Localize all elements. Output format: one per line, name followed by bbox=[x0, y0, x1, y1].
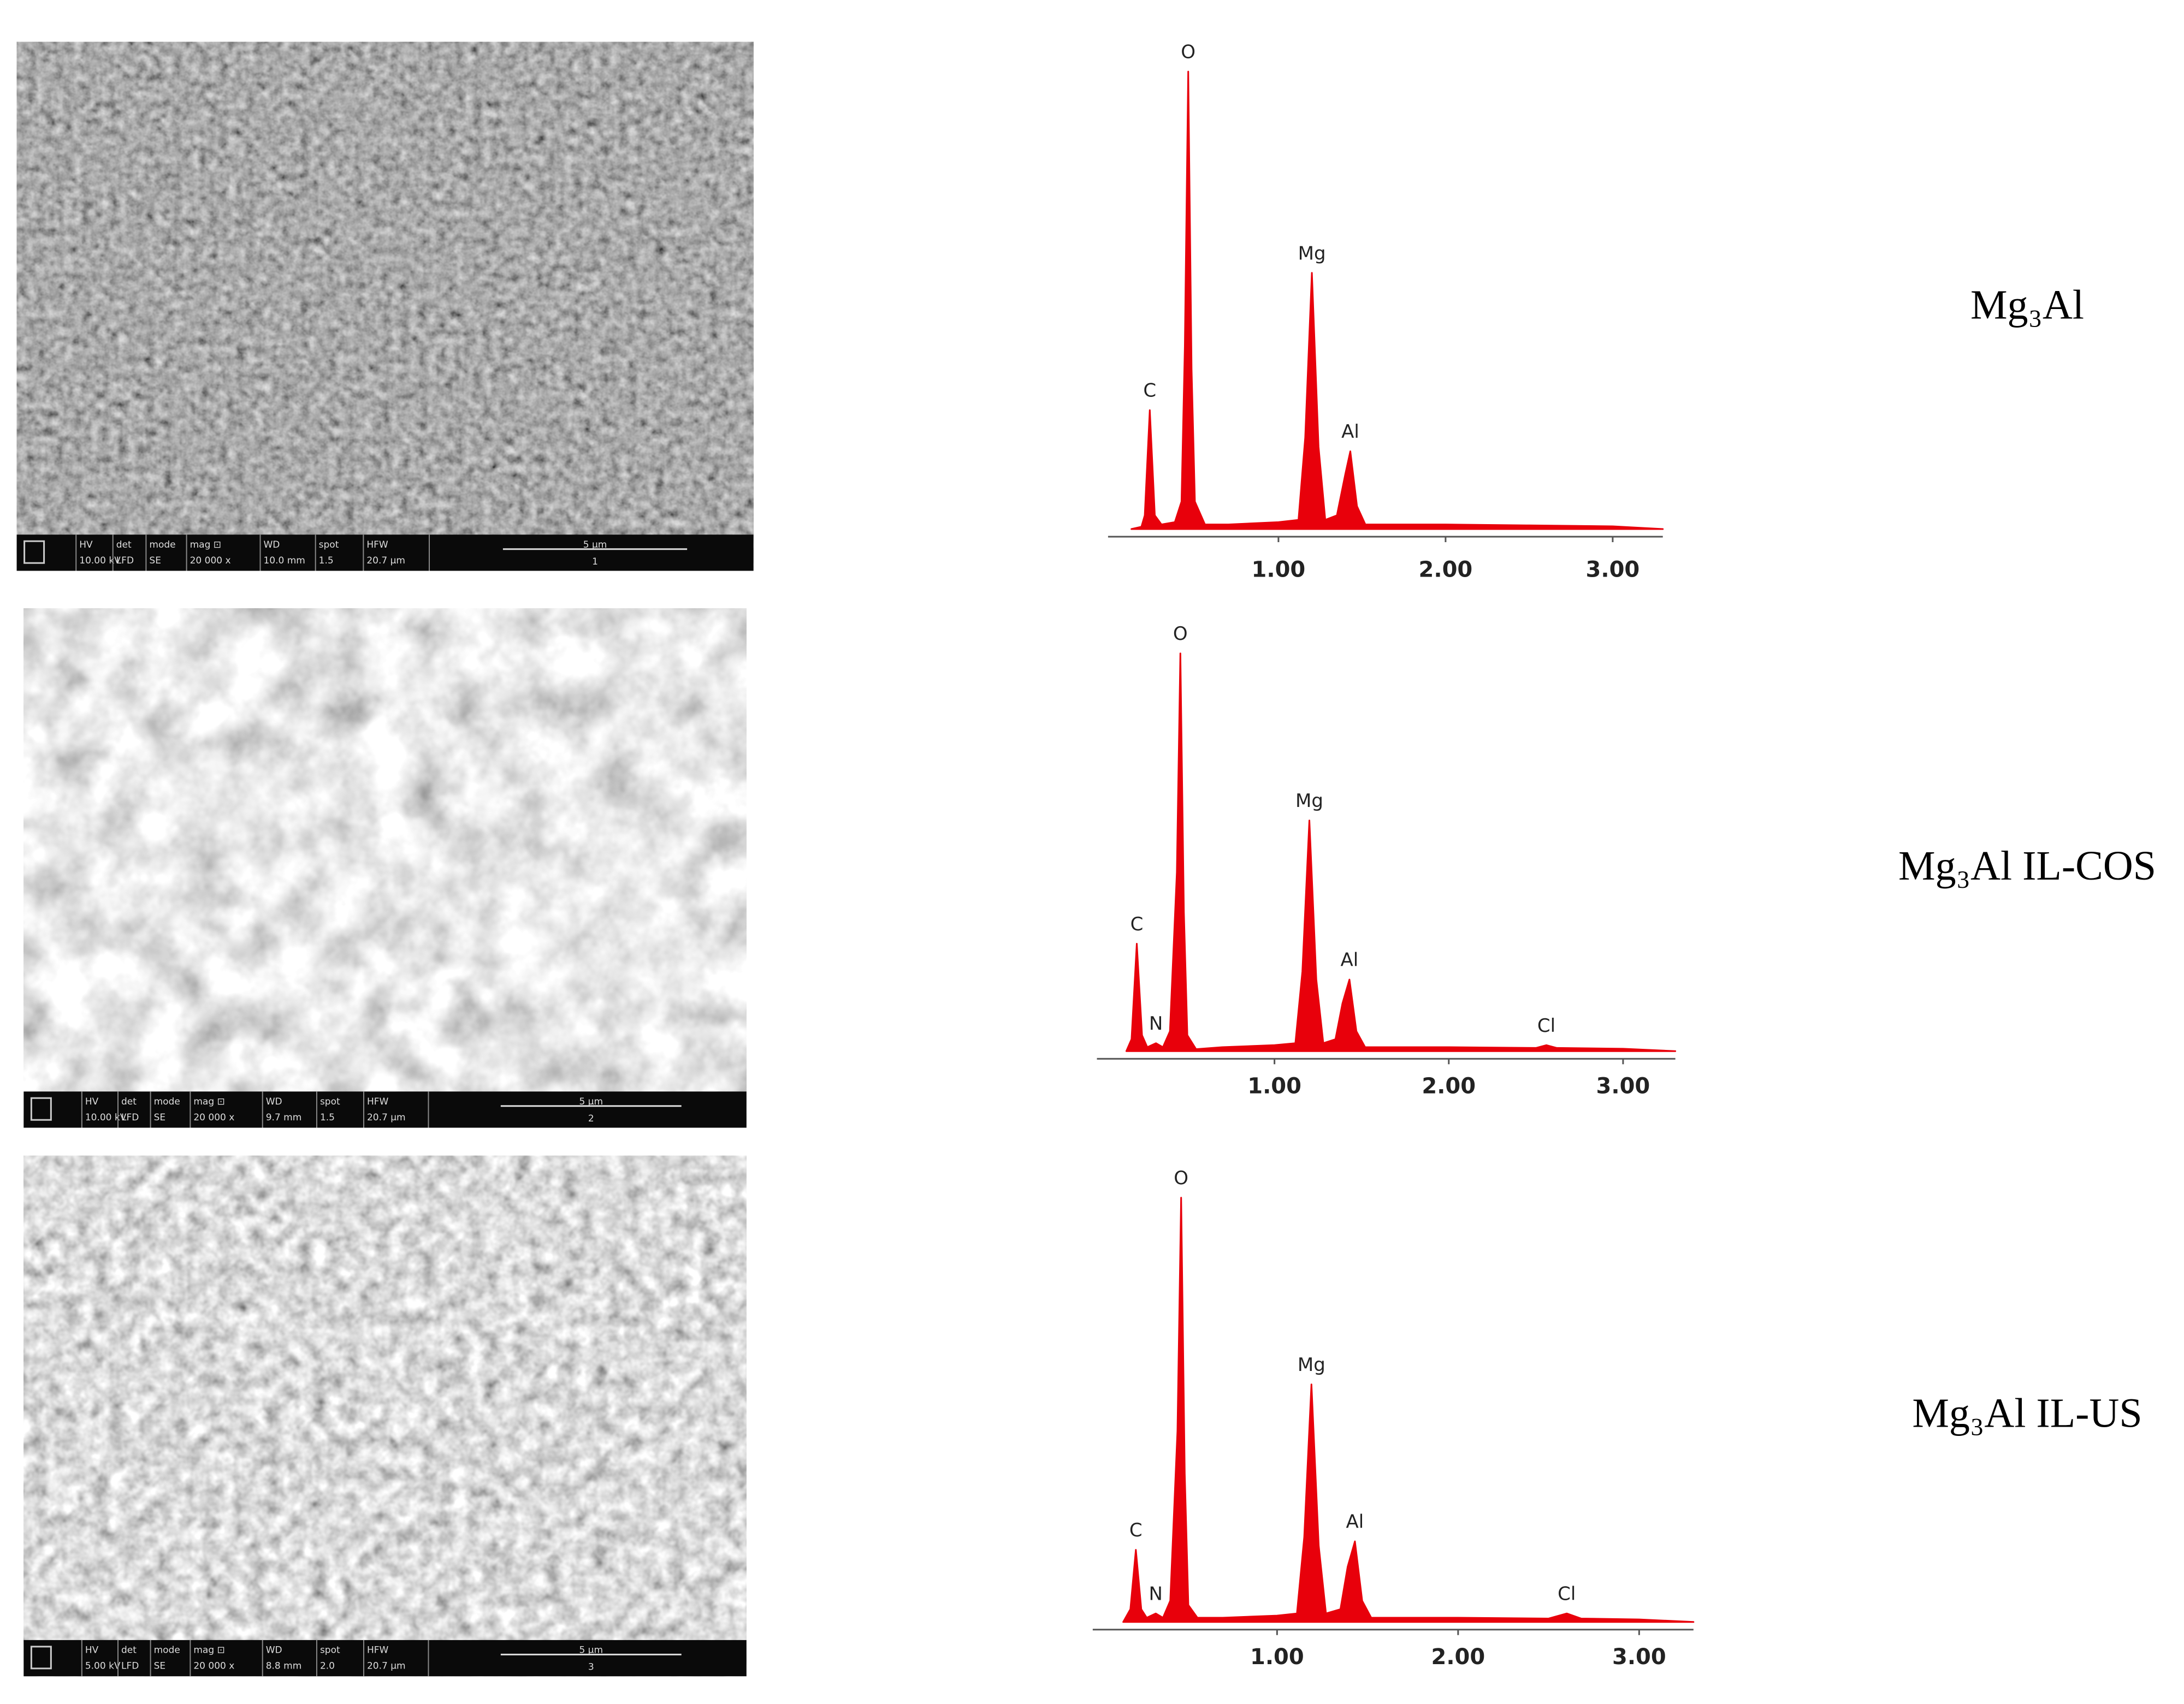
peak-label: Al bbox=[1341, 949, 1359, 971]
spectrum bbox=[1131, 70, 1664, 530]
sem-info-value: 2.0 bbox=[320, 1661, 335, 1672]
sem-info-header: mag ⊡ bbox=[193, 1096, 224, 1107]
sem-info-value: 9.7 mm bbox=[266, 1112, 302, 1123]
sem-info-header: mag ⊡ bbox=[190, 539, 221, 550]
sem-scale-label: 5 µm bbox=[583, 539, 607, 550]
peak-label: N bbox=[1149, 1583, 1163, 1605]
sem-info-value: SE bbox=[149, 555, 161, 566]
sem-info-value: 20 000 x bbox=[190, 555, 231, 566]
sem-logo bbox=[30, 1097, 52, 1121]
peak-label: O bbox=[1174, 1167, 1188, 1189]
sem-image bbox=[23, 608, 747, 1128]
peak-label: Mg bbox=[1295, 790, 1323, 812]
sem-info-header: HV bbox=[85, 1096, 99, 1107]
x-tick-label: 1.00 bbox=[1247, 1074, 1301, 1099]
peak-label: Cl bbox=[1558, 1583, 1576, 1605]
peak-label: C bbox=[1129, 1519, 1143, 1541]
peak-label: Mg bbox=[1298, 1354, 1325, 1376]
sem-info-bar bbox=[23, 1091, 747, 1128]
sem-info-value: 5.00 kV bbox=[85, 1661, 121, 1672]
sem-info-value: SE bbox=[154, 1661, 166, 1672]
sem-info-header: WD bbox=[266, 1644, 282, 1655]
sem-info-value: LFD bbox=[121, 1661, 139, 1672]
x-tick-label: 2.00 bbox=[1422, 1074, 1476, 1099]
sem-info-header: spot bbox=[320, 1644, 340, 1655]
sem-info-value: 20 000 x bbox=[193, 1661, 234, 1672]
peak-label: Al bbox=[1346, 1511, 1364, 1533]
sem-scale-label: 5 µm bbox=[579, 1644, 603, 1655]
sem-image-id: 3 bbox=[588, 1662, 594, 1673]
sem-info-header: HV bbox=[79, 539, 93, 550]
peak-label: O bbox=[1173, 623, 1188, 645]
x-tick-label: 1.00 bbox=[1250, 1644, 1304, 1670]
sem-info-header: WD bbox=[263, 539, 280, 550]
sem-info-value: 10.0 mm bbox=[263, 555, 305, 566]
sem-info-value: 10.00 kV bbox=[85, 1112, 127, 1123]
sem-info-value: 20.7 µm bbox=[367, 1112, 406, 1123]
sem-info-value: 20 000 x bbox=[193, 1112, 234, 1123]
sem-info-header: spot bbox=[320, 1096, 340, 1107]
peak-label: Al bbox=[1341, 421, 1359, 443]
sem-logo bbox=[23, 540, 45, 564]
sem-info-value: 20.7 µm bbox=[366, 555, 405, 566]
sem-info-value: 8.8 mm bbox=[266, 1661, 302, 1672]
sem-info-bar bbox=[23, 1640, 747, 1677]
spectrum bbox=[1122, 1197, 1695, 1623]
sem-scale-label: 5 µm bbox=[579, 1096, 603, 1107]
sem-info-header: mag ⊡ bbox=[193, 1644, 224, 1655]
sem-info-header: det bbox=[116, 539, 132, 550]
sem-info-value: 10.00 kV bbox=[79, 555, 121, 566]
x-tick-label: 3.00 bbox=[1596, 1074, 1650, 1099]
sem-info-value: 1.5 bbox=[319, 555, 334, 566]
sem-info-header: mode bbox=[154, 1096, 180, 1107]
sample-label: Mg₃Al IL-COS bbox=[1898, 843, 2156, 889]
sample-label: Mg₃Al IL-US bbox=[1912, 1390, 2142, 1436]
sem-info-header: det bbox=[121, 1644, 137, 1655]
sem-image bbox=[16, 41, 754, 571]
sem-image-id: 2 bbox=[588, 1113, 594, 1124]
sem-info-bar bbox=[16, 535, 754, 571]
peak-label: Cl bbox=[1537, 1015, 1555, 1037]
x-tick-label: 3.00 bbox=[1612, 1644, 1666, 1670]
sem-info-value: 20.7 µm bbox=[367, 1661, 406, 1672]
sem-logo bbox=[30, 1646, 52, 1670]
peak-label: N bbox=[1149, 1013, 1163, 1035]
peak-label: Mg bbox=[1298, 242, 1326, 264]
sem-info-header: det bbox=[121, 1096, 137, 1107]
sem-info-value: LFD bbox=[116, 555, 134, 566]
x-tick-label: 2.00 bbox=[1419, 557, 1473, 583]
x-tick-label: 2.00 bbox=[1431, 1644, 1485, 1670]
sem-info-header: mode bbox=[154, 1644, 180, 1655]
spectrum bbox=[1125, 652, 1677, 1052]
sem-info-header: mode bbox=[149, 539, 175, 550]
x-tick-label: 1.00 bbox=[1252, 557, 1306, 583]
sem-info-value: LFD bbox=[121, 1112, 139, 1123]
sem-info-header: HFW bbox=[367, 1096, 389, 1107]
sem-info-header: HFW bbox=[366, 539, 388, 550]
sem-info-header: spot bbox=[319, 539, 339, 550]
sample-label: Mg₃Al bbox=[1970, 282, 2084, 328]
sem-info-header: HFW bbox=[367, 1644, 389, 1655]
sem-image-id: 1 bbox=[592, 556, 598, 567]
peak-label: C bbox=[1131, 913, 1144, 935]
sem-info-header: WD bbox=[266, 1096, 282, 1107]
sem-image bbox=[23, 1155, 747, 1677]
peak-label: C bbox=[1143, 380, 1156, 402]
sem-info-value: 1.5 bbox=[320, 1112, 335, 1123]
x-tick-label: 3.00 bbox=[1586, 557, 1640, 583]
sem-info-header: HV bbox=[85, 1644, 99, 1655]
peak-label: O bbox=[1181, 41, 1195, 63]
sem-info-value: SE bbox=[154, 1112, 166, 1123]
